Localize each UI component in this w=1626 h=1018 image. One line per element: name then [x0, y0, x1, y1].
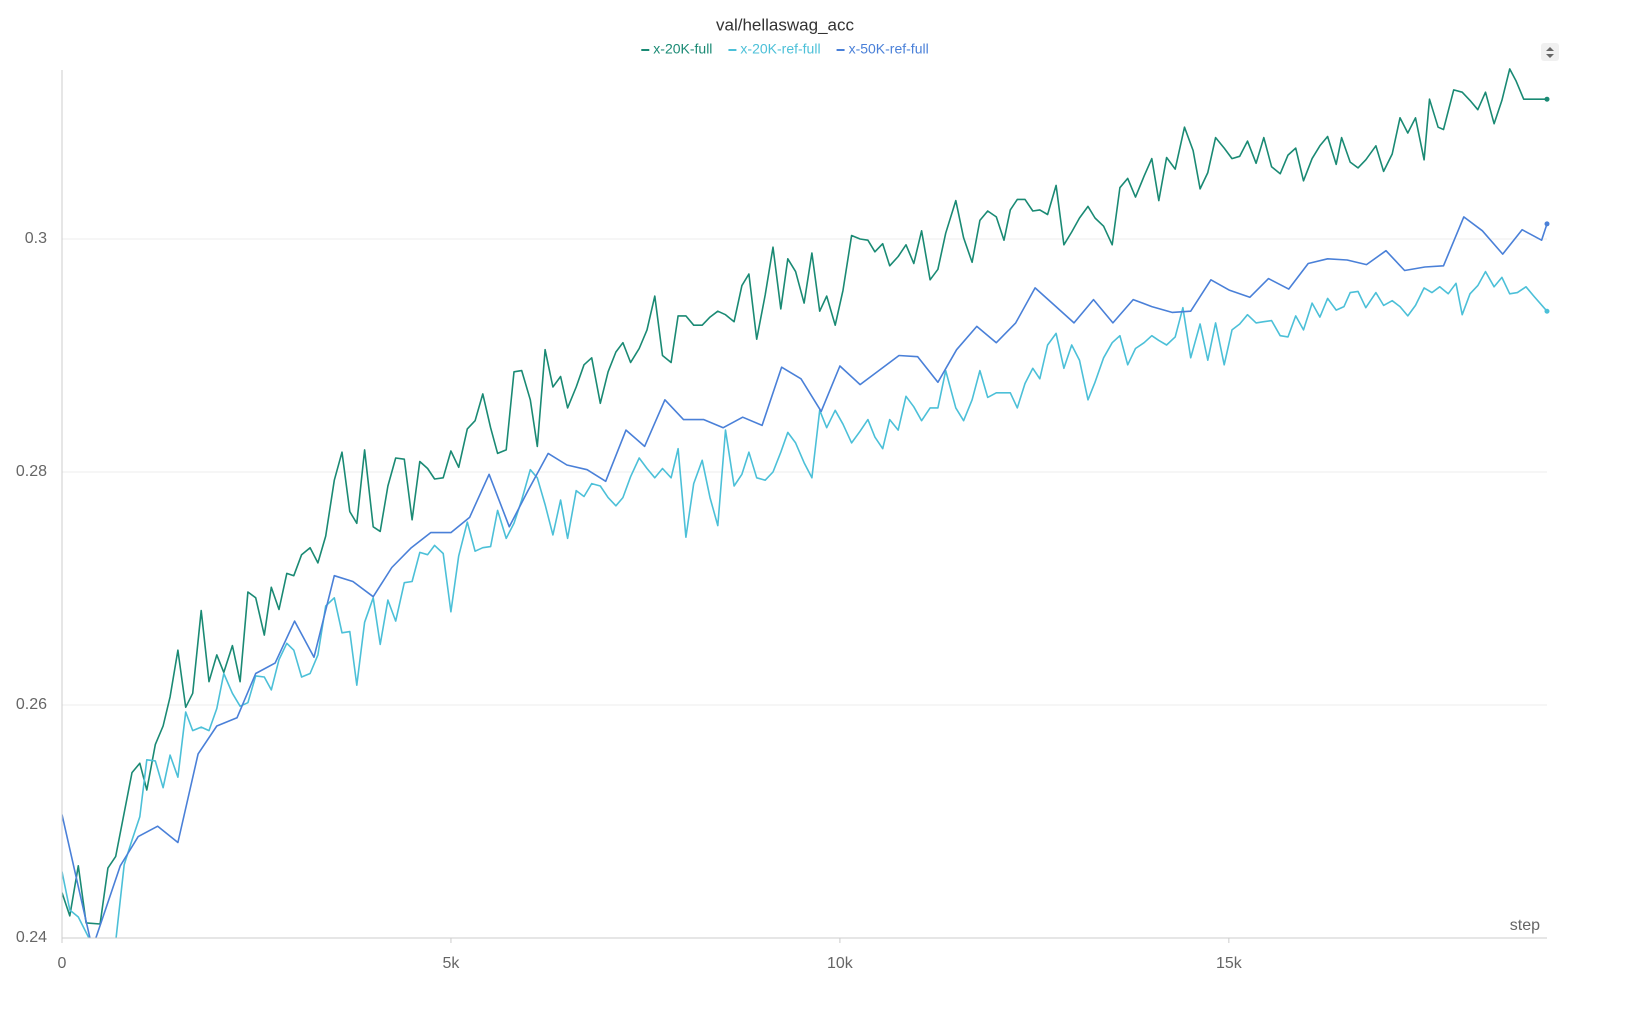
legend-item[interactable]: x-20K-ref-full [728, 41, 821, 57]
y-tick-label: 0.3 [25, 230, 47, 247]
legend-label: x-20K-ref-full [740, 41, 820, 57]
series-line [62, 270, 1548, 938]
series-line [62, 216, 1548, 938]
sort-icon[interactable] [1541, 43, 1559, 61]
end-dot [1544, 96, 1550, 102]
x-tick-label: 10k [827, 955, 854, 972]
legend-label: x-50K-ref-full [849, 41, 929, 57]
end-dot [1544, 221, 1550, 227]
grid: 0.24 0.26 0.28 0.3 0 5k 10k 15k [16, 230, 1547, 972]
series-line [62, 68, 1547, 925]
y-tick-label: 0.28 [16, 463, 47, 480]
x-axis-label: step [1510, 917, 1540, 934]
chart-title: val/hellaswag_acc [716, 15, 854, 34]
y-tick-label: 0.24 [16, 929, 47, 946]
x-tick-label: 5k [442, 955, 460, 972]
legend-item[interactable]: x-50K-ref-full [836, 41, 929, 57]
y-tick-label: 0.26 [16, 696, 47, 713]
legend-label: x-20K-full [653, 41, 712, 57]
legend: x-20K-full x-20K-ref-full x-50K-ref-full [641, 41, 929, 57]
end-dot [1544, 308, 1550, 314]
x-tick-label: 0 [58, 955, 67, 972]
x-tick-label: 15k [1216, 955, 1243, 972]
plot-area [62, 68, 1548, 938]
legend-item[interactable]: x-20K-full [641, 41, 712, 57]
